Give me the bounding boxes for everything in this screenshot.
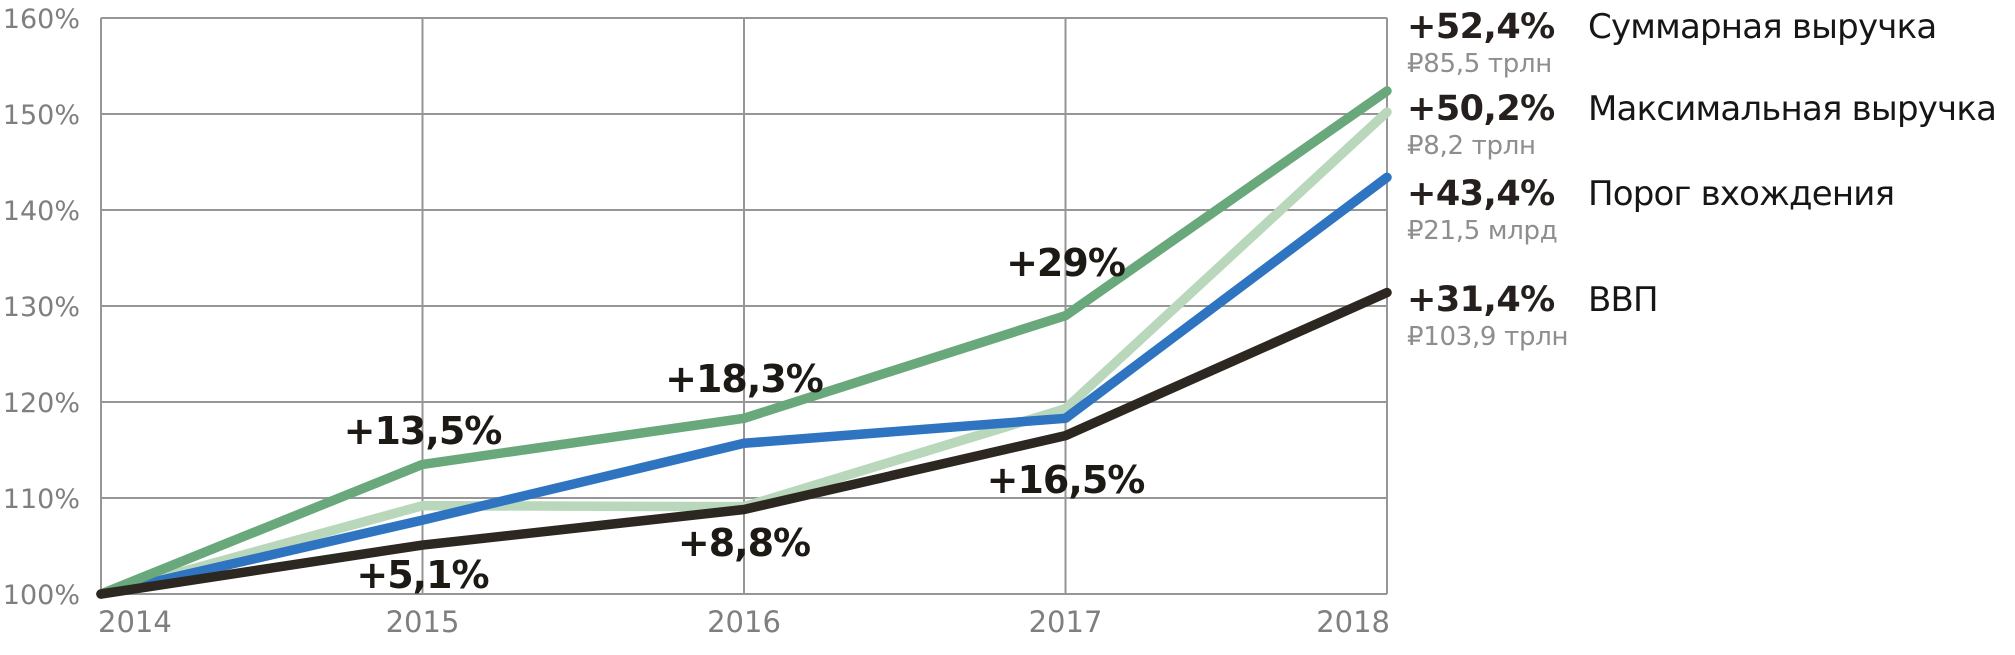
x-axis-tick-label: 2017 [1029, 605, 1103, 639]
y-axis-tick-label: 120% [3, 388, 80, 419]
legend-item-gdp: +31,4% ₽103,9 трлн ВВП [1407, 279, 1659, 354]
y-axis-tick-label: 110% [3, 484, 80, 515]
y-axis-tick-label: 130% [3, 292, 80, 323]
series-line-entry-threshold [96, 172, 1392, 599]
y-axis-tick-label: 150% [3, 100, 80, 131]
annotation-label: +13,5% [344, 409, 502, 453]
y-axis-tick-label: 160% [3, 4, 80, 35]
annotation-label: +16,5% [987, 458, 1145, 502]
y-axis-tick-label: 140% [3, 196, 80, 227]
legend-item-total-revenue: +52,4% ₽85,5 трлн Суммарная выручка [1407, 6, 1937, 81]
legend-pct-col: +50,2% ₽8,2 трлн [1407, 88, 1588, 163]
legend-series-name: Порог вхождения [1588, 174, 1895, 214]
legend-change-value: +43,4% [1407, 174, 1555, 214]
x-axis-tick-label: 2015 [386, 605, 460, 639]
annotation-label: +18,3% [665, 357, 823, 401]
series-line-total-revenue [96, 86, 1392, 599]
annotation-label: +5,1% [356, 553, 488, 597]
y-axis-tick-label: 100% [3, 580, 80, 611]
legend-series-name: Суммарная выручка [1588, 7, 1937, 47]
legend-absolute-value: ₽103,9 трлн [1407, 322, 1569, 352]
legend-absolute-value: ₽8,2 трлн [1407, 131, 1536, 161]
legend-series-name: Максимальная выручка [1588, 89, 1997, 129]
series-line-gdp [96, 287, 1392, 599]
annotation-label: +8,8% [678, 521, 810, 565]
legend-change-value: +52,4% [1407, 7, 1555, 47]
legend-pct-col: +52,4% ₽85,5 трлн [1407, 6, 1588, 81]
legend-item-entry-threshold: +43,4% ₽21,5 млрд Порог вхождения [1407, 173, 1895, 248]
legend-item-max-revenue: +50,2% ₽8,2 трлн Максимальная выручка [1407, 88, 1997, 163]
annotation-label: +29% [1006, 241, 1125, 285]
x-axis-tick-label: 2018 [1316, 605, 1390, 639]
legend-pct-col: +31,4% ₽103,9 трлн [1407, 279, 1588, 354]
legend-absolute-value: ₽85,5 трлн [1407, 49, 1552, 79]
x-axis-tick-label: 2014 [98, 605, 172, 639]
legend-change-value: +31,4% [1407, 280, 1555, 320]
legend-series-name: ВВП [1588, 280, 1659, 320]
legend-absolute-value: ₽21,5 млрд [1407, 216, 1558, 246]
legend-change-value: +50,2% [1407, 89, 1555, 129]
legend-pct-col: +43,4% ₽21,5 млрд [1407, 173, 1588, 248]
x-axis-tick-label: 2016 [707, 605, 781, 639]
